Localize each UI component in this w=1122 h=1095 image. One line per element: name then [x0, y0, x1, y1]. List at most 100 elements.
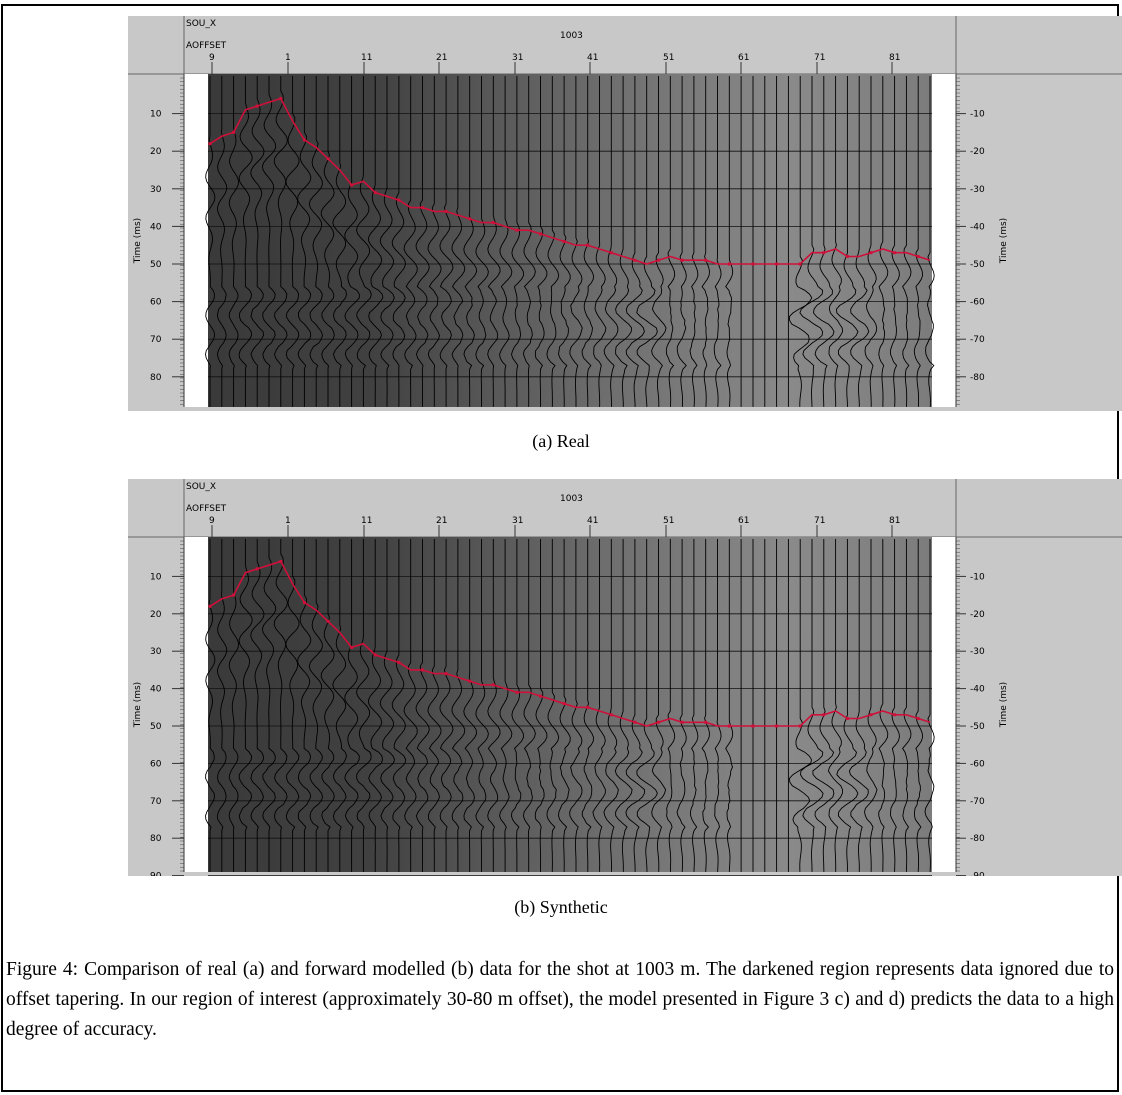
- seismic-trace: [534, 76, 548, 407]
- seismic-trace: [569, 539, 583, 872]
- header-aoffset-label: AOFFSET: [186, 41, 227, 51]
- pick-marker: [609, 713, 613, 717]
- time-tick-label-left: 60: [150, 298, 162, 308]
- seismic-trace: [546, 76, 560, 407]
- pick-marker: [397, 198, 401, 202]
- pick-marker: [468, 217, 472, 221]
- seismic-trace: [788, 539, 812, 872]
- time-tick-label-left: 80: [150, 373, 162, 383]
- pick-marker: [255, 567, 259, 571]
- header-aoffset-label: AOFFSET: [186, 504, 227, 514]
- pick-marker: [680, 720, 684, 724]
- seismic-trace: [344, 539, 360, 872]
- y-axis-label-left: Time (ms): [133, 682, 143, 728]
- seismic-trace: [878, 76, 889, 407]
- time-tick-label-right: -80: [970, 834, 985, 844]
- offset-tick-label: 81: [889, 53, 900, 63]
- seismic-trace: [368, 76, 384, 407]
- offset-tick-label: 71: [814, 53, 825, 63]
- seismic-trace: [902, 76, 912, 407]
- seismic-trace: [368, 539, 383, 872]
- pick-marker: [208, 142, 212, 146]
- seismic-trace: [427, 539, 442, 872]
- seismic-trace: [216, 539, 228, 872]
- time-tick-label-left: 20: [150, 610, 162, 620]
- seismic-trace: [836, 76, 859, 407]
- pick-marker: [727, 724, 731, 728]
- seismic-trace: [534, 539, 548, 872]
- seismic-trace: [320, 539, 335, 872]
- seismic-trace: [320, 76, 335, 407]
- seismic-trace: [569, 76, 583, 407]
- seismic-trace: [463, 539, 478, 872]
- seismic-trace: [636, 76, 658, 407]
- seismic-trace: [475, 539, 489, 872]
- seismic-trace: [701, 539, 710, 872]
- seismic-trace: [332, 539, 348, 872]
- seismic-trace: [850, 76, 870, 407]
- seismic-trace: [799, 76, 824, 407]
- first-arrival-pick-line: [209, 97, 931, 265]
- seismic-trace: [297, 76, 312, 407]
- offset-tick-label: 81: [889, 516, 900, 526]
- time-tick-label-left: 70: [150, 797, 162, 807]
- time-tick-label-right: -10: [970, 110, 985, 120]
- offset-tick-label: 11: [361, 516, 372, 526]
- pick-marker: [326, 619, 330, 623]
- pick-marker: [775, 724, 779, 728]
- header-sou-x-label: SOU_X: [186, 482, 216, 492]
- pick-marker: [845, 254, 849, 258]
- header-sou-x-value: 1003: [560, 31, 583, 41]
- pick-marker: [326, 157, 330, 161]
- pick-marker: [727, 262, 731, 266]
- pick-marker: [208, 604, 212, 608]
- time-tick-label-left: 50: [150, 722, 162, 732]
- pick-marker: [302, 138, 306, 142]
- offset-tick-label: 21: [436, 53, 447, 63]
- header-sou-x-label: SOU_X: [186, 19, 216, 29]
- seismic-trace: [725, 76, 734, 407]
- time-tick-label-right: -80: [970, 373, 985, 383]
- pick-marker: [420, 668, 424, 672]
- pick-marker: [822, 713, 826, 717]
- time-tick-label-left: 20: [150, 147, 162, 157]
- pick-marker: [609, 251, 613, 255]
- pick-marker: [232, 593, 236, 597]
- seismic-trace: [415, 76, 430, 407]
- pick-marker: [869, 251, 873, 255]
- seismic-trace: [511, 76, 524, 407]
- pick-marker: [704, 720, 708, 724]
- pick-marker: [916, 717, 920, 721]
- pick-marker: [869, 713, 873, 717]
- pick-marker: [798, 724, 802, 728]
- seismic-trace: [499, 76, 513, 407]
- seismic-trace: [651, 539, 667, 872]
- seismic-trace: [676, 539, 687, 872]
- pick-marker: [350, 183, 354, 187]
- seismic-trace: [356, 76, 372, 407]
- seismic-trace: [615, 76, 633, 407]
- seismic-trace: [475, 76, 489, 407]
- seismic-trace: [487, 539, 501, 872]
- seismic-panel-synthetic: SOU_X 1003 AOFFSET 9 1 11 21 31 41 51 61 71 81 10 -10 2…: [128, 479, 1122, 876]
- seismic-trace: [439, 539, 454, 872]
- offset-tick-label: 1: [285, 53, 291, 63]
- pick-marker: [798, 262, 802, 266]
- pick-marker: [704, 258, 708, 262]
- time-tick-label-right: -40: [970, 685, 985, 695]
- time-tick-label-left: 80: [150, 834, 162, 844]
- pick-marker: [515, 228, 519, 232]
- pick-marker: [538, 694, 542, 698]
- time-tick-label-left: 30: [150, 647, 162, 657]
- seismic-trace: [250, 76, 265, 407]
- pick-marker: [515, 690, 519, 694]
- offset-tick-label: 1: [285, 516, 291, 526]
- seismic-trace: [890, 539, 900, 872]
- seismic-trace: [914, 539, 924, 872]
- seismic-trace: [714, 539, 722, 872]
- seismic-trace: [487, 76, 501, 407]
- seismic-trace: [522, 539, 536, 872]
- seismic-trace: [427, 76, 442, 407]
- seismic-trace: [356, 539, 372, 872]
